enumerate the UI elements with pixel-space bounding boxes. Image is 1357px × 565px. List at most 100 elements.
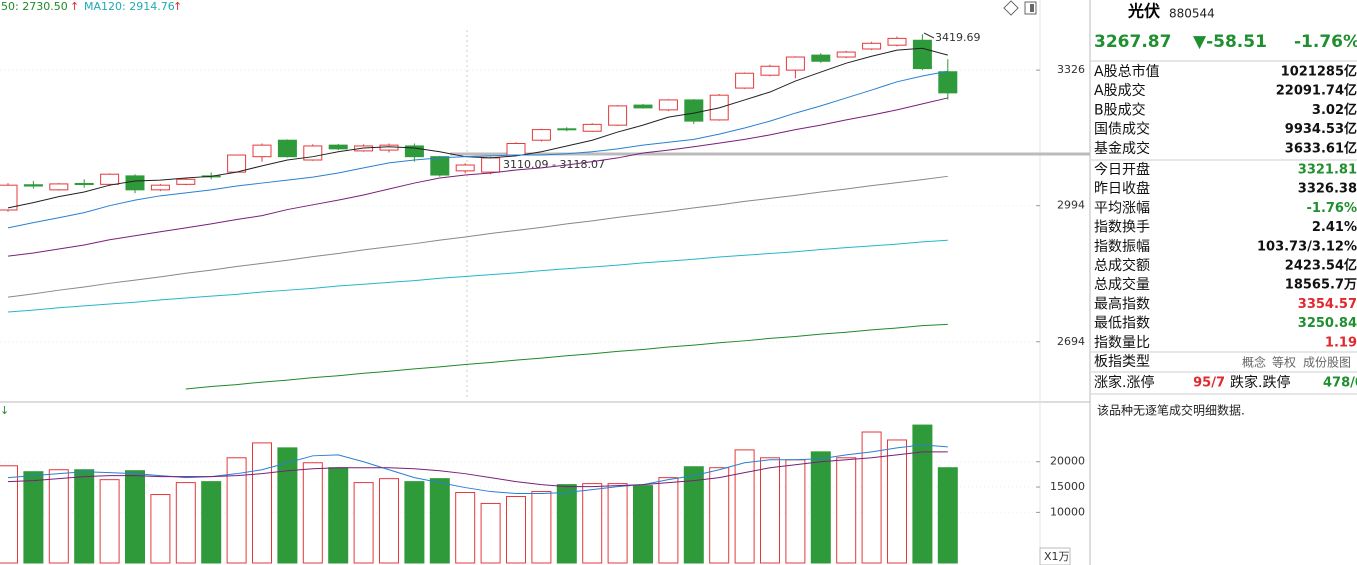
- y-tick-label: 3326: [1057, 63, 1085, 76]
- icon[interactable]: [1024, 1, 1037, 15]
- candle-body: [684, 99, 704, 122]
- candle-body: [74, 182, 94, 185]
- candle-body: [49, 183, 69, 191]
- row-label: 总成交额: [1094, 257, 1150, 274]
- volume-bar: [277, 447, 298, 564]
- volume-bar: [531, 491, 552, 564]
- volume-bar: [201, 481, 222, 564]
- index-name: 光伏: [1127, 2, 1160, 21]
- type-option[interactable]: 成份股图: [1303, 356, 1351, 370]
- volume-bar: [709, 467, 730, 564]
- volume-bar: [785, 459, 806, 564]
- candle-body: [633, 104, 653, 109]
- row-label: 基金成交: [1094, 140, 1150, 157]
- type-option[interactable]: 等权: [1272, 356, 1296, 370]
- candle-body: [430, 156, 450, 176]
- volume-bar: [379, 478, 399, 564]
- y-tick-label: 20000: [1050, 455, 1085, 468]
- candle-body: [277, 139, 297, 158]
- volume-bar: [836, 457, 857, 564]
- volume-bar: [683, 466, 704, 564]
- volume-bar: [633, 485, 653, 564]
- volume-bar: [74, 469, 95, 564]
- row-value: 9934.53亿: [1285, 121, 1357, 137]
- volume-bar: [887, 439, 907, 564]
- candle-body: [125, 175, 145, 191]
- row-value: 95/7: [1193, 376, 1225, 391]
- icon: [1030, 4, 1034, 12]
- candle-body: [328, 144, 348, 150]
- ma-line: [7, 70, 948, 229]
- row-value: 3321.81: [1298, 163, 1357, 178]
- row-value: 1021285亿: [1281, 64, 1357, 80]
- volume-bar: [353, 482, 374, 564]
- volume-bar: [150, 494, 171, 564]
- volume-bar: [455, 492, 476, 564]
- volume-bar: [328, 467, 349, 564]
- candle-body: [0, 184, 18, 211]
- row-value: 478/0: [1323, 376, 1357, 391]
- candle-body: [836, 51, 856, 58]
- candle-body: [176, 178, 196, 185]
- candle-body: [506, 142, 526, 156]
- row-value: 18565.7万: [1285, 278, 1357, 293]
- note: 该品种无逐笔成交明细数据.: [1097, 403, 1245, 418]
- candle-body: [227, 154, 247, 173]
- candle-body: [760, 65, 780, 76]
- ma-line: [185, 323, 948, 390]
- ma-line: [7, 97, 948, 257]
- volume-bar: [252, 442, 272, 564]
- row-label: 指数振幅: [1094, 239, 1150, 255]
- volume-marker: ↓: [0, 404, 9, 417]
- candle-body: [531, 129, 551, 141]
- row-label: 最低指数: [1094, 316, 1150, 332]
- type-option[interactable]: 概念: [1242, 355, 1266, 370]
- volume-bar: [556, 484, 577, 564]
- volume-bar: [125, 470, 145, 564]
- row-label: 板指类型: [1094, 354, 1150, 370]
- row-value: 22091.74亿: [1276, 83, 1357, 99]
- candle-body: [912, 39, 932, 70]
- candle-body: [785, 56, 805, 71]
- volume-bar: [302, 462, 323, 564]
- ma-line: [7, 175, 948, 298]
- volume-bar: [912, 424, 933, 564]
- volume-bar: [734, 449, 755, 564]
- row-label: 跌家.跌停: [1230, 374, 1290, 391]
- annotation-pointer: [923, 32, 935, 39]
- volume-bar: [23, 471, 44, 564]
- candle-body: [455, 164, 475, 172]
- row-value: 1.19: [1325, 335, 1357, 350]
- volume-bar: [607, 483, 628, 564]
- row-label: 指数量比: [1094, 335, 1150, 351]
- volume-bar: [658, 477, 679, 564]
- volume-ma-line: [7, 444, 948, 495]
- volume-bar: [937, 467, 958, 564]
- volume-bar: [226, 457, 247, 564]
- ma-line: [7, 47, 948, 209]
- annotation: 3110.09 - 3118.07: [503, 158, 605, 171]
- unit-label: X1万: [1044, 550, 1070, 563]
- row-label: 最高指数: [1094, 295, 1150, 312]
- row-label: 指数换手: [1094, 219, 1150, 236]
- candle-body: [582, 123, 602, 132]
- row-label: 国债成交: [1094, 121, 1150, 138]
- price: 3267.87: [1094, 32, 1171, 52]
- volume-bar: [760, 457, 780, 564]
- row-value: -1.76%: [1307, 201, 1357, 216]
- candle-body: [938, 71, 958, 94]
- row-label: A股总市值: [1094, 63, 1160, 80]
- ma-arrow: ↑: [70, 0, 79, 13]
- candle-body: [404, 145, 424, 158]
- volume-ma-line: [7, 451, 948, 488]
- candle-body: [252, 144, 272, 158]
- icon[interactable]: [1003, 0, 1019, 16]
- volume-bar: [0, 465, 18, 564]
- volume-bar: [48, 469, 69, 564]
- volume-bar: [404, 481, 425, 564]
- change: ▼-58.51: [1193, 32, 1267, 52]
- row-value: 2.41%: [1312, 220, 1357, 235]
- row-value: 3326.38: [1298, 182, 1357, 197]
